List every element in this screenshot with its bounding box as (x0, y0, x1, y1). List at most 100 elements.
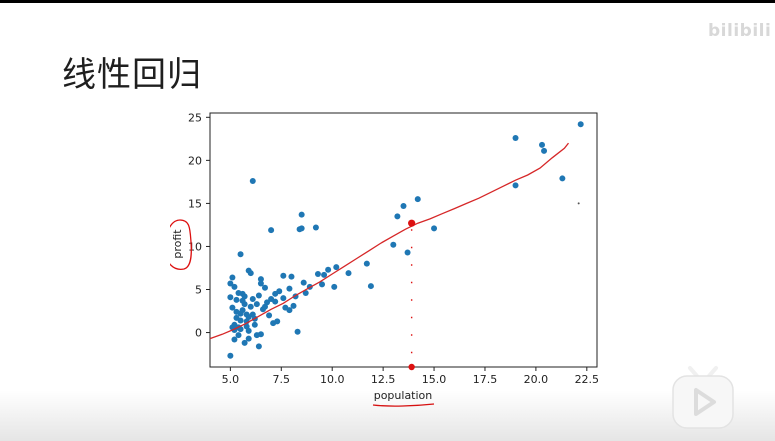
data-point (257, 276, 264, 283)
tv-play-icon (672, 366, 734, 429)
y-tick-label: 20 (188, 154, 202, 167)
data-point (251, 321, 258, 328)
data-point (294, 328, 301, 335)
data-point (559, 175, 566, 182)
data-point (298, 211, 305, 218)
data-point (512, 182, 519, 189)
data-point (577, 121, 584, 128)
data-point (541, 147, 548, 154)
data-point (286, 285, 293, 292)
slide-title: 线性回归 (62, 55, 202, 95)
data-point (231, 283, 238, 290)
data-point (400, 202, 407, 209)
data-point (539, 141, 546, 148)
slide: 线性回归 bilibili 5.0 7.5 10.0 12.5 15.0 17.5 20.0… (0, 3, 775, 441)
xlabel-underline-annotation (372, 403, 435, 407)
y-axis-label: profit (171, 229, 184, 259)
data-point (257, 331, 264, 338)
x-tick-label: 7.5 (273, 373, 291, 386)
play-button[interactable] (670, 364, 736, 432)
data-point (261, 284, 268, 291)
x-tick-label: 10.0 (320, 373, 345, 386)
data-point (233, 296, 240, 303)
data-point (255, 343, 262, 350)
data-point (286, 307, 293, 314)
data-point (298, 225, 305, 232)
data-point (331, 283, 338, 290)
stray-dot (577, 202, 580, 205)
data-point (235, 289, 242, 296)
data-point (319, 281, 326, 288)
scatter-chart: 5.0 7.5 10.0 12.5 15.0 17.5 20.0 22.5 0 5 10 15 20 25… (170, 111, 600, 407)
y-tick-label: 15 (188, 197, 202, 210)
data-point (249, 178, 256, 185)
data-point (229, 304, 236, 311)
data-point (288, 273, 295, 280)
data-point (237, 251, 244, 258)
x-tick-label: 12.5 (371, 373, 396, 386)
data-point (333, 264, 340, 271)
data-point (229, 274, 236, 281)
data-point (249, 295, 256, 302)
data-point (404, 249, 411, 256)
data-point (247, 303, 254, 310)
data-point (261, 303, 268, 310)
y-tick-label: 0 (195, 327, 202, 340)
data-point (266, 312, 273, 319)
regression-line (209, 142, 570, 340)
data-point (245, 335, 252, 342)
x-tick-label: 22.5 (575, 373, 600, 386)
x-tick-label: 17.5 (473, 373, 498, 386)
data-point (233, 314, 240, 321)
data-point (280, 272, 287, 279)
data-point (257, 280, 264, 287)
data-point (247, 270, 254, 277)
data-point (367, 283, 374, 290)
data-point (245, 327, 252, 334)
y-tick-label: 5 (195, 284, 202, 297)
data-point (268, 227, 275, 234)
data-point (390, 241, 397, 248)
data-point (239, 307, 246, 314)
x-tick-label: 5.0 (222, 373, 240, 386)
data-point (363, 260, 370, 267)
y-tick-label: 25 (188, 111, 202, 124)
bottom-gradient (0, 390, 775, 441)
x-tick-label: 20.0 (524, 373, 549, 386)
data-point (314, 271, 321, 278)
data-point (235, 332, 242, 339)
data-point (243, 311, 250, 318)
data-point (237, 326, 244, 333)
data-point (241, 339, 248, 346)
data-point (253, 301, 260, 308)
data-point (231, 336, 238, 343)
plot-frame (209, 112, 598, 368)
highlight-point (408, 219, 416, 227)
data-point (345, 270, 352, 277)
ylabel-circle-annotation (170, 219, 192, 270)
data-point (227, 352, 234, 359)
data-point (512, 134, 519, 141)
data-point (325, 266, 332, 273)
x-tick-label: 15.0 (422, 373, 447, 386)
data-point (300, 279, 307, 286)
data-point (239, 297, 246, 304)
data-point (227, 294, 234, 301)
data-point (227, 280, 234, 287)
data-point (268, 295, 275, 302)
data-point (274, 318, 281, 325)
x-axis-marker (408, 363, 415, 371)
data-point (272, 290, 279, 297)
data-point (321, 271, 328, 278)
data-point (290, 302, 297, 309)
data-point (431, 225, 438, 232)
data-point (394, 213, 401, 220)
data-point (233, 308, 240, 315)
data-point (302, 289, 309, 296)
data-point (255, 292, 262, 299)
data-point (231, 321, 238, 328)
x-axis-label: population (374, 389, 433, 402)
y-tick-label: 10 (188, 240, 202, 253)
bilibili-watermark: bilibili (708, 21, 772, 41)
data-point (280, 295, 287, 302)
